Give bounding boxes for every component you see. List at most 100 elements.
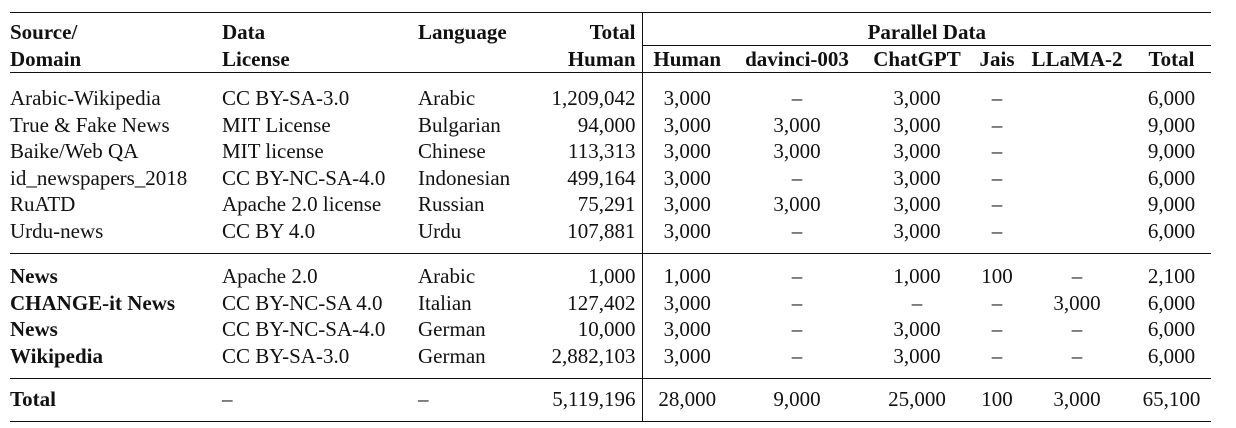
cell-human: 3,000 bbox=[641, 164, 732, 191]
group2-table: News Apache 2.0 Arabic 1,000 1,000–1,000 100–… bbox=[10, 254, 1212, 378]
cell-jais: – bbox=[991, 139, 1003, 163]
cell-chatgpt: 3,000 bbox=[893, 317, 941, 341]
cell-jais: – bbox=[991, 290, 1003, 315]
cell-language: – bbox=[418, 387, 429, 411]
cell-total-human: 1,000 bbox=[588, 264, 636, 288]
cell-human: 3,000 bbox=[641, 191, 732, 218]
cell-source: Wikipedia bbox=[10, 343, 103, 368]
table-row: CHANGE-it News CC BY-NC-SA 4.0 Italian 127,… bbox=[10, 289, 1211, 316]
cell-llama: 3,000 bbox=[1053, 387, 1101, 411]
cell-llama bbox=[1022, 165, 1132, 192]
cell-total-human: 5,119,196 bbox=[552, 387, 636, 411]
table-row: Baike/Web QA MIT license Chinese 113,313 3,0… bbox=[10, 138, 1211, 165]
header-jais: Jais bbox=[979, 47, 1015, 71]
total-rule bbox=[10, 378, 1211, 379]
table-row: Wikipedia CC BY-SA-3.0 German 2,882,103 3,00… bbox=[10, 342, 1211, 369]
cell-human: 3,000 bbox=[641, 342, 732, 369]
cell-jais: – bbox=[991, 165, 1003, 190]
cell-total: 9,000 bbox=[1147, 139, 1196, 163]
cell-jais: – bbox=[991, 343, 1003, 368]
header-source-1: Source/ bbox=[10, 20, 78, 45]
cell-total-human: 107,881 bbox=[567, 218, 636, 243]
group1-table: Arabic-Wikipedia CC BY-SA-3.0 Arabic 1,209,… bbox=[10, 73, 1212, 253]
table-row: True & Fake News MIT License Bulgarian 94,0… bbox=[10, 111, 1211, 138]
cell-davinci: 9,000 bbox=[773, 387, 821, 411]
total-rows: Total – – 5,119,196 28,000 9,000 25,000 100 3,00… bbox=[10, 379, 1212, 421]
header-total-human-2: Human bbox=[567, 46, 636, 71]
cell-source: Urdu-news bbox=[10, 218, 104, 243]
group1-rows: Arabic-Wikipedia CC BY-SA-3.0 Arabic 1,209,… bbox=[10, 73, 1212, 253]
header-source-2: Domain bbox=[10, 46, 82, 71]
cell-human: 3,000 bbox=[641, 138, 732, 165]
table-row: id_newspapers_2018 CC BY-NC-SA-4.0 Indones… bbox=[10, 164, 1211, 192]
cell-language: Italian bbox=[418, 290, 472, 315]
cell-llama: 3,000 bbox=[1053, 290, 1101, 315]
cell-language: Chinese bbox=[418, 139, 486, 163]
cell-license: CC BY-NC-SA-4.0 bbox=[222, 317, 386, 341]
header-total: Total bbox=[1148, 47, 1195, 71]
cell-davinci: – bbox=[791, 86, 803, 110]
cell-llama bbox=[1022, 85, 1132, 112]
cell-davinci: 3,000 bbox=[773, 112, 821, 137]
cell-jais: – bbox=[991, 86, 1003, 110]
cell-jais: – bbox=[991, 317, 1003, 341]
cell-chatgpt: 3,000 bbox=[893, 86, 941, 110]
cell-source: CHANGE-it News bbox=[10, 290, 176, 315]
cell-jais: 100 bbox=[981, 387, 1013, 411]
cell-source: id_newspapers_2018 bbox=[10, 165, 188, 190]
cell-chatgpt: 3,000 bbox=[893, 165, 941, 190]
cell-license: CC BY-SA-3.0 bbox=[222, 86, 350, 110]
table-row: Urdu-news CC BY 4.0 Urdu 107,881 3,000–3,000… bbox=[10, 217, 1211, 244]
cell-davinci: – bbox=[791, 290, 803, 315]
cell-total: 6,000 bbox=[1147, 317, 1196, 341]
cell-license: Apache 2.0 bbox=[222, 264, 318, 288]
header-parallel-data: Parallel Data bbox=[641, 13, 1212, 46]
statistics-table: Source/ Data Language Total Parallel Dat… bbox=[10, 13, 1212, 72]
group2-rows: News Apache 2.0 Arabic 1,000 1,000–1,000 100–… bbox=[10, 254, 1212, 378]
top-rule bbox=[10, 12, 1211, 13]
cell-jais: – bbox=[991, 218, 1003, 243]
cell-jais: – bbox=[991, 112, 1003, 137]
header-license-1: Data bbox=[222, 20, 266, 45]
cell-human: 3,000 bbox=[641, 85, 732, 112]
cell-language: Russian bbox=[418, 192, 485, 216]
table-row: News Apache 2.0 Arabic 1,000 1,000–1,000 100–… bbox=[10, 263, 1211, 290]
cell-license: MIT license bbox=[222, 139, 324, 163]
cell-source: RuATD bbox=[10, 192, 76, 216]
cell-chatgpt: 3,000 bbox=[893, 218, 941, 243]
cell-chatgpt: 3,000 bbox=[893, 192, 941, 216]
cell-source: Baike/Web QA bbox=[10, 139, 139, 163]
cell-llama: – bbox=[1071, 317, 1083, 341]
cell-chatgpt: 3,000 bbox=[893, 112, 941, 137]
cell-language: German bbox=[418, 343, 486, 368]
cell-chatgpt: 3,000 bbox=[893, 139, 941, 163]
cell-jais: 100 bbox=[981, 264, 1013, 288]
cell-total: 65,100 bbox=[1142, 387, 1201, 411]
data-table: Source/ Data Language Total Parallel Dat… bbox=[10, 12, 1212, 422]
cell-llama: – bbox=[1071, 343, 1083, 368]
cell-llama bbox=[1022, 191, 1132, 218]
cell-license: CC BY 4.0 bbox=[222, 218, 316, 243]
cell-total: 6,000 bbox=[1147, 343, 1196, 368]
cell-license: CC BY-SA-3.0 bbox=[222, 343, 350, 368]
cell-language: Arabic bbox=[418, 86, 476, 110]
cell-source: News bbox=[10, 317, 58, 341]
cell-total-human: 10,000 bbox=[577, 317, 636, 341]
cell-total: 6,000 bbox=[1147, 290, 1196, 315]
cell-davinci: – bbox=[791, 165, 803, 190]
cell-chatgpt: – bbox=[911, 290, 923, 315]
cell-total-human: 499,164 bbox=[567, 165, 636, 190]
header-license-2: License bbox=[222, 46, 290, 71]
cell-human: 28,000 bbox=[641, 386, 732, 413]
cell-chatgpt: 25,000 bbox=[888, 387, 946, 411]
table-row: RuATD Apache 2.0 license Russian 75,291 3,00… bbox=[10, 191, 1211, 218]
cell-jais: – bbox=[991, 192, 1003, 216]
group-rule bbox=[10, 253, 1211, 254]
cell-human: 3,000 bbox=[641, 111, 732, 138]
cell-human: 1,000 bbox=[641, 263, 732, 290]
header-language: Language bbox=[418, 20, 507, 45]
cell-davinci: – bbox=[791, 343, 803, 368]
header-human: Human bbox=[641, 45, 732, 72]
cell-license: – bbox=[222, 387, 233, 411]
cell-davinci: – bbox=[791, 218, 803, 243]
